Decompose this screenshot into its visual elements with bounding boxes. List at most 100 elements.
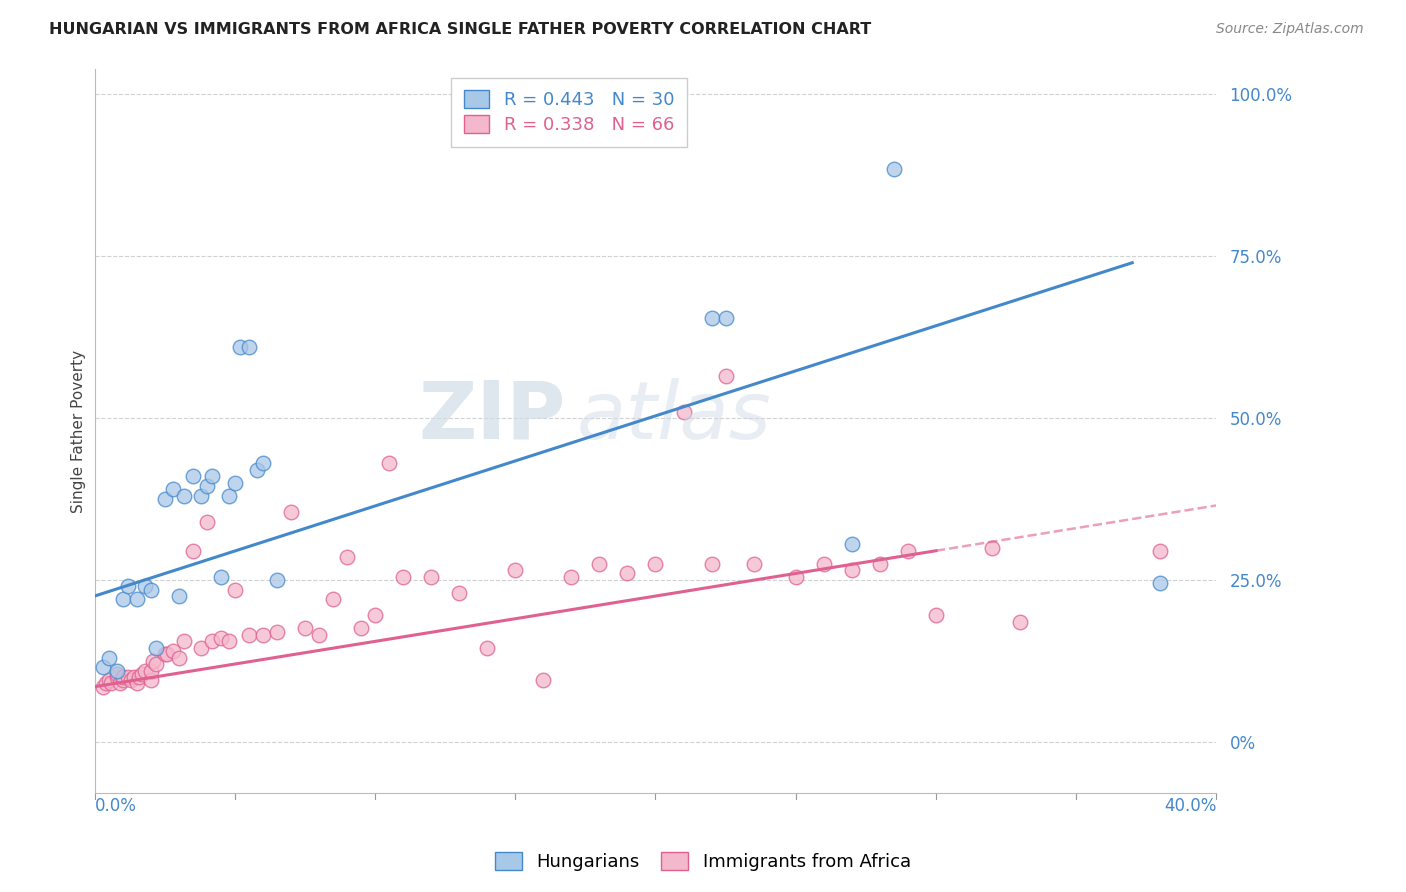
Point <box>477 640 499 655</box>
Point <box>841 537 863 551</box>
Point <box>1149 576 1171 591</box>
Text: 0.0%: 0.0% <box>94 797 136 814</box>
Point <box>181 543 204 558</box>
Point <box>224 475 246 490</box>
Point <box>218 634 240 648</box>
Point <box>195 515 218 529</box>
Point <box>108 676 131 690</box>
Point <box>224 582 246 597</box>
Point <box>201 469 224 483</box>
Text: 40.0%: 40.0% <box>1164 797 1216 814</box>
Point <box>869 557 891 571</box>
Point <box>252 456 274 470</box>
Point <box>105 664 128 678</box>
Point <box>238 340 260 354</box>
Point <box>266 573 288 587</box>
Point <box>246 463 269 477</box>
Point <box>131 666 153 681</box>
Point <box>560 569 582 583</box>
Legend: Hungarians, Immigrants from Africa: Hungarians, Immigrants from Africa <box>488 846 918 879</box>
Point <box>981 541 1004 555</box>
Point <box>644 557 666 571</box>
Point <box>700 557 723 571</box>
Point <box>714 369 737 384</box>
Legend: R = 0.443   N = 30, R = 0.338   N = 66: R = 0.443 N = 30, R = 0.338 N = 66 <box>451 78 688 147</box>
Point <box>588 557 610 571</box>
Point <box>378 456 401 470</box>
Point <box>238 628 260 642</box>
Point <box>190 489 212 503</box>
Point <box>105 666 128 681</box>
Text: HUNGARIAN VS IMMIGRANTS FROM AFRICA SINGLE FATHER POVERTY CORRELATION CHART: HUNGARIAN VS IMMIGRANTS FROM AFRICA SING… <box>49 22 872 37</box>
Point <box>134 664 156 678</box>
Point <box>714 310 737 325</box>
Point <box>162 644 184 658</box>
Text: Source: ZipAtlas.com: Source: ZipAtlas.com <box>1216 22 1364 37</box>
Point <box>449 586 471 600</box>
Point <box>156 648 179 662</box>
Point <box>672 404 695 418</box>
Point <box>201 634 224 648</box>
Point <box>128 670 150 684</box>
Point <box>111 670 134 684</box>
Point <box>195 479 218 493</box>
Point <box>181 469 204 483</box>
Point <box>392 569 415 583</box>
Point <box>1010 615 1032 629</box>
Point <box>91 660 114 674</box>
Point <box>266 624 288 639</box>
Point <box>308 628 330 642</box>
Point <box>145 657 167 671</box>
Point <box>531 673 554 688</box>
Point <box>162 483 184 497</box>
Point <box>139 664 162 678</box>
Point <box>209 631 232 645</box>
Point <box>167 589 190 603</box>
Text: atlas: atlas <box>576 377 772 456</box>
Point <box>364 608 387 623</box>
Point <box>252 628 274 642</box>
Point <box>336 550 359 565</box>
Point <box>1149 543 1171 558</box>
Point <box>145 640 167 655</box>
Point <box>700 310 723 325</box>
Point <box>142 654 165 668</box>
Point <box>420 569 443 583</box>
Point <box>841 563 863 577</box>
Point <box>883 161 905 176</box>
Point <box>294 622 316 636</box>
Point <box>218 489 240 503</box>
Point <box>153 491 176 506</box>
Point <box>111 673 134 688</box>
Point <box>190 640 212 655</box>
Point <box>153 648 176 662</box>
Point <box>97 673 120 688</box>
Point <box>173 489 195 503</box>
Point <box>229 340 252 354</box>
Point <box>280 505 302 519</box>
Point <box>209 569 232 583</box>
Point <box>173 634 195 648</box>
Point <box>139 673 162 688</box>
Point <box>167 650 190 665</box>
Point <box>97 650 120 665</box>
Point <box>122 670 145 684</box>
Point <box>100 676 122 690</box>
Point <box>503 563 526 577</box>
Point <box>125 592 148 607</box>
Point <box>742 557 765 571</box>
Point <box>91 680 114 694</box>
Point <box>125 676 148 690</box>
Point <box>322 592 344 607</box>
Point <box>925 608 948 623</box>
Point <box>134 579 156 593</box>
Point <box>813 557 835 571</box>
Point <box>785 569 807 583</box>
Point <box>111 592 134 607</box>
Point <box>350 622 373 636</box>
Point <box>117 579 139 593</box>
Y-axis label: Single Father Poverty: Single Father Poverty <box>72 350 86 513</box>
Point <box>120 673 142 688</box>
Text: ZIP: ZIP <box>419 377 565 456</box>
Point <box>105 670 128 684</box>
